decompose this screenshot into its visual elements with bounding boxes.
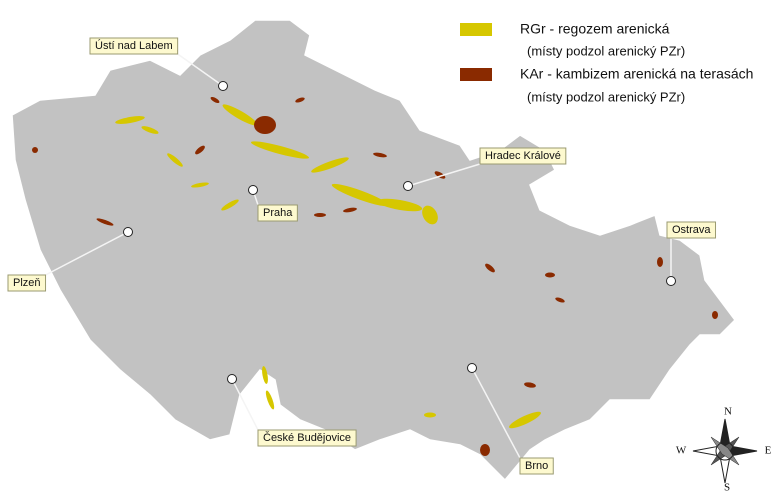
city-label: České Budějovice [263,431,351,444]
legend: RGr - regozem arenická (místy podzol are… [460,21,753,104]
city-label: Brno [525,460,548,472]
city-label-box [519,457,554,475]
city-dot [218,81,228,91]
soil-patch [210,96,220,104]
soil-patch [712,311,718,319]
soil-patch [191,182,209,188]
callout-line [407,163,481,187]
soil-patch [167,153,183,167]
soil-patch [141,126,159,134]
soil-patch [343,207,357,213]
compass-east: E [765,445,772,457]
city-label-box [257,429,357,447]
soil-patch [422,205,438,225]
soil-patches [32,96,718,456]
city-label-box [479,147,567,165]
soil-patch [311,157,349,173]
legend-swatch [460,23,492,36]
soil-patch [254,116,276,134]
cities: Ústí nad Labem Praha Hradec Králové Ostrava… [7,37,717,475]
soil-patch [377,198,423,212]
legend-sublabel: (místy podzol arenický PZr) [527,43,685,58]
legend-label: KAr - kambizem arenická na terasách [520,66,753,82]
soil-patch [195,145,205,155]
city: České Budějovice [227,374,357,447]
soil-patch [657,257,663,267]
city-dot [403,181,413,191]
city-dot [248,185,258,195]
soil-patch [524,382,536,388]
soil-patch [373,152,387,158]
compass-north: N [724,406,732,418]
soil-patch [434,171,446,179]
compass: N E S W [676,406,772,494]
soil-patch [314,213,326,217]
soil-patch [509,411,541,429]
soil-patch [295,97,305,103]
soil-patch [331,183,389,207]
soil-patch [262,366,268,384]
callout-line [45,231,129,276]
city-label: Praha [263,207,293,219]
city: Praha [248,185,298,222]
city-label-box [7,274,47,292]
soil-patch [545,272,555,278]
city-label-box [89,37,179,55]
city-label: Hradec Králové [485,150,561,162]
city-dot [666,276,676,286]
soil-patch [115,116,145,124]
callout-line [231,378,259,431]
compass-west: W [676,445,687,457]
city: Ostrava [666,221,717,286]
compass-south: S [724,482,730,494]
soil-patch [32,147,38,153]
city-label: Ostrava [672,224,711,236]
city: Brno [467,363,554,475]
soil-patch [480,444,490,456]
soil-patch [485,263,495,273]
soil-patch [222,104,258,126]
callout-line [471,367,521,459]
city: Hradec Králové [403,147,567,191]
legend-label: RGr - regozem arenická [520,21,670,37]
country-outline [11,19,736,482]
city-label: Ústí nad Labem [95,39,173,52]
legend-sublabel: (místy podzol arenický PZr) [527,89,685,104]
soil-patch [555,297,565,303]
soil-patch [265,390,275,410]
legend-swatch [460,68,492,81]
soil-patch [251,141,309,159]
city-dot [123,227,133,237]
city-dot [227,374,237,384]
soil-patch [424,412,436,418]
city-dot [467,363,477,373]
city: Plzeň [7,227,133,292]
soil-patch [221,199,239,211]
city-label-box [666,221,717,239]
callout-line [177,53,224,87]
soil-patch [96,218,114,226]
city-label: Plzeň [13,277,41,289]
city-label-box [257,204,298,222]
city: Ústí nad Labem [89,37,228,91]
